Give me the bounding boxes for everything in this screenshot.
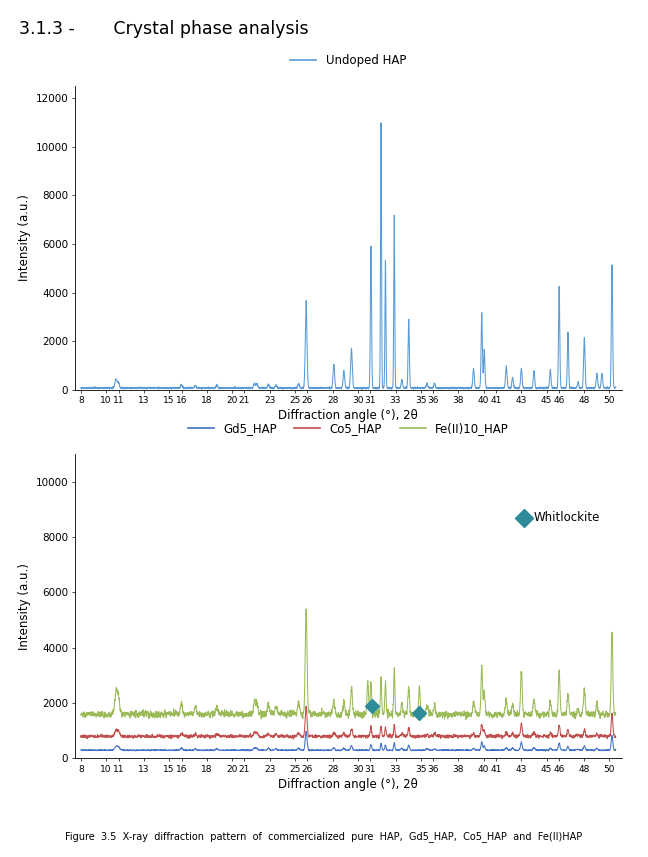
Y-axis label: Intensity (a.u.): Intensity (a.u.) xyxy=(19,563,32,650)
Text: Whitlockite: Whitlockite xyxy=(534,512,600,524)
Legend: Undoped HAP: Undoped HAP xyxy=(286,49,411,71)
Y-axis label: Intensity (a.u.): Intensity (a.u.) xyxy=(18,195,31,281)
Legend: Gd5_HAP, Co5_HAP, Fe(II)10_HAP: Gd5_HAP, Co5_HAP, Fe(II)10_HAP xyxy=(183,417,514,440)
X-axis label: Diffraction angle (°), 2θ: Diffraction angle (°), 2θ xyxy=(279,410,418,423)
Text: Figure  3.5  X-ray  diffraction  pattern  of  commercialized  pure  HAP,  Gd5_HA: Figure 3.5 X-ray diffraction pattern of … xyxy=(65,830,583,842)
X-axis label: Diffraction angle (°), 2θ: Diffraction angle (°), 2θ xyxy=(279,778,418,791)
Text: 3.1.3 -       Crystal phase analysis: 3.1.3 - Crystal phase analysis xyxy=(19,20,309,38)
